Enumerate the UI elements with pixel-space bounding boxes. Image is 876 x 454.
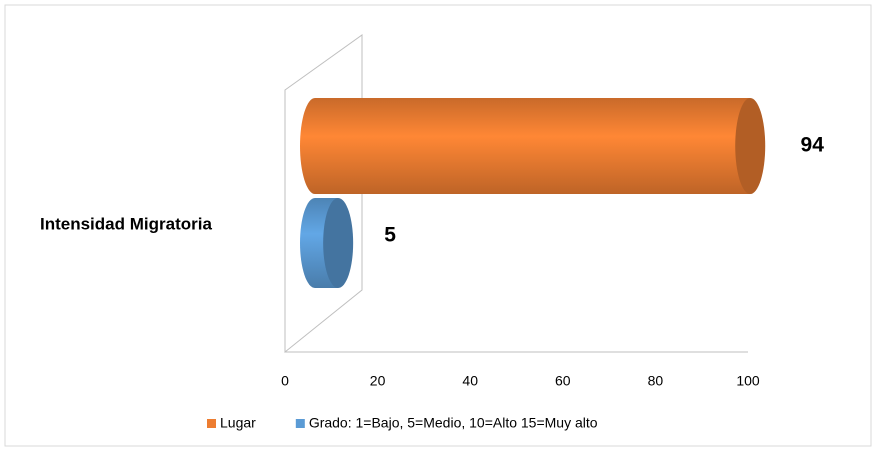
data-label: 5 [384,224,396,247]
legend-label: Grado: 1=Bajo, 5=Medio, 10=Alto 15=Muy a… [309,415,598,431]
legend-swatch [207,419,216,428]
back-wall [284,34,363,354]
data-label: 94 [801,134,825,157]
x-tick-label: 20 [370,373,386,389]
chart-frame [4,4,872,447]
legend-swatch [295,419,305,428]
bar-cap [735,98,766,194]
x-tick-label: 60 [555,373,571,389]
bar-cap [323,198,354,288]
legend-label: Lugar [220,415,256,431]
bar [300,98,751,194]
x-tick-label: 80 [648,373,664,389]
x-tick-label: 100 [736,373,760,389]
x-tick-label: 40 [462,373,478,389]
x-tick-label: 0 [281,373,289,389]
category-label: Intensidad Migratoria [40,214,212,233]
